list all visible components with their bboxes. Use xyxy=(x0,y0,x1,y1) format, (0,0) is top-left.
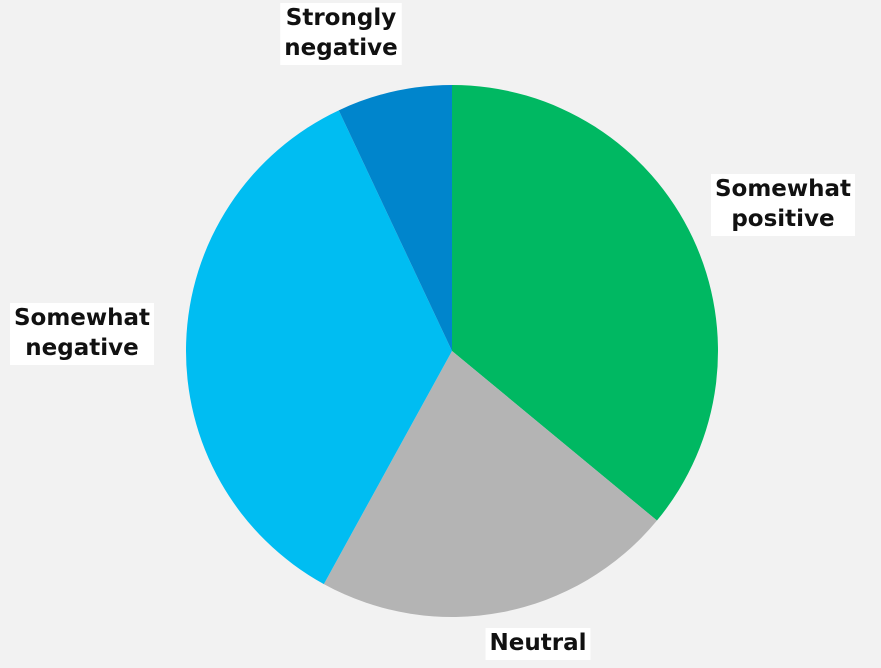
label-background xyxy=(710,174,856,236)
slice-label-text: Somewhat negative xyxy=(14,305,150,361)
slice-neutral xyxy=(323,351,657,618)
slice-labels: Somewhat positive Neutral Somewhat negative S… xyxy=(9,3,856,660)
label-somewhat-negative: Somewhat negative xyxy=(9,303,155,365)
label-background xyxy=(280,3,402,65)
slice-label-text: Somewhat positive xyxy=(715,176,851,232)
slice-strongly-negative xyxy=(338,85,452,351)
label-background xyxy=(9,303,155,365)
slice-somewhat-negative xyxy=(186,110,452,585)
pie-slices xyxy=(186,85,719,618)
label-somewhat-positive: Somewhat positive xyxy=(710,174,856,236)
label-neutral: Neutral xyxy=(485,628,591,660)
slice-label-text: Neutral xyxy=(490,630,587,656)
slice-label-text: Strongly negative xyxy=(284,5,397,61)
slice-somewhat-positive xyxy=(452,85,719,521)
label-strongly-negative: Strongly negative xyxy=(280,3,402,65)
label-background xyxy=(485,628,591,660)
